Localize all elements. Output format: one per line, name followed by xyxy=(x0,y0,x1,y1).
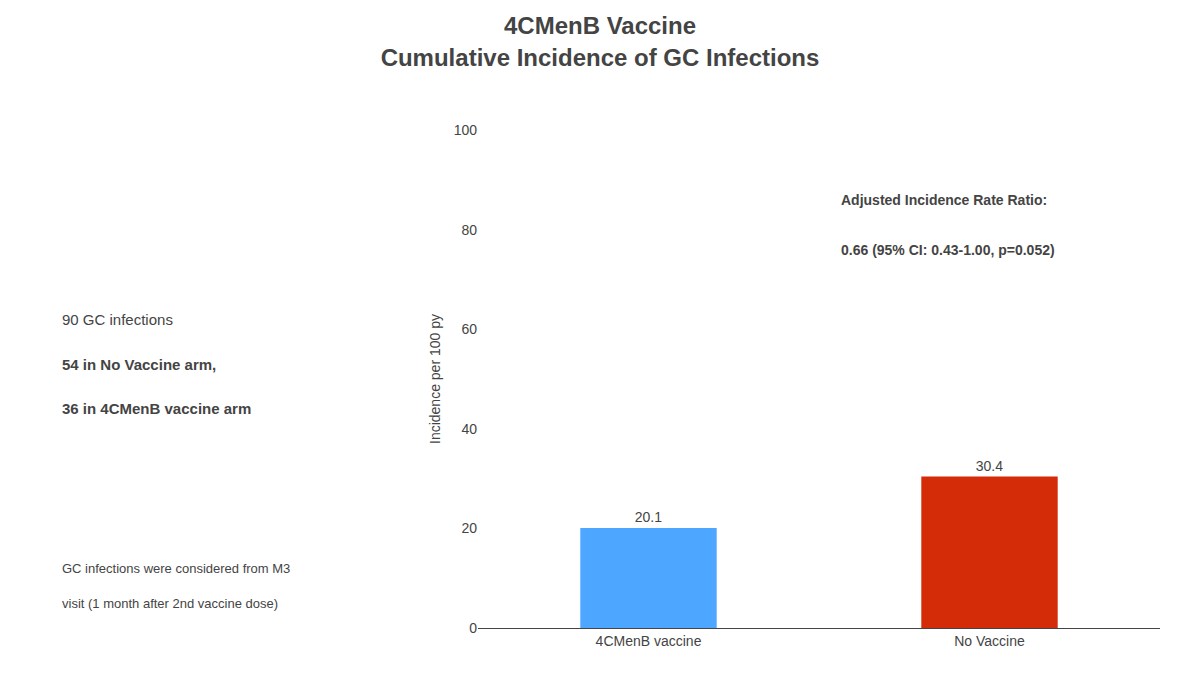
svg-text:No Vaccine: No Vaccine xyxy=(954,633,1025,649)
svg-text:0: 0 xyxy=(469,620,477,636)
svg-text:Incidence per 100 py: Incidence per 100 py xyxy=(427,314,443,444)
svg-text:0.66 (95% CI: 0.43-1.00, p=0.0: 0.66 (95% CI: 0.43-1.00, p=0.052) xyxy=(841,242,1055,258)
svg-text:20.1: 20.1 xyxy=(635,509,662,525)
svg-text:80: 80 xyxy=(461,222,477,238)
svg-text:100: 100 xyxy=(454,122,478,138)
svg-text:60: 60 xyxy=(461,321,477,337)
svg-text:GC infections were considered: GC infections were considered from M3 xyxy=(62,561,290,576)
svg-text:4CMenB vaccine: 4CMenB vaccine xyxy=(596,633,702,649)
svg-text:20: 20 xyxy=(461,520,477,536)
svg-text:90 GC infections: 90 GC infections xyxy=(62,311,173,328)
svg-text:Adjusted Incidence Rate Ratio:: Adjusted Incidence Rate Ratio: xyxy=(841,192,1047,208)
svg-text:40: 40 xyxy=(461,421,477,437)
svg-text:36 in 4CMenB vaccine arm: 36 in 4CMenB vaccine arm xyxy=(62,400,251,417)
svg-text:30.4: 30.4 xyxy=(976,458,1003,474)
svg-text:4CMenB VaccineCumulative Incid: 4CMenB VaccineCumulative Incidence of GC… xyxy=(381,12,820,70)
svg-text:visit (1 month after 2nd vacci: visit (1 month after 2nd vaccine dose) xyxy=(62,596,278,611)
svg-text:54 in No Vaccine arm,: 54 in No Vaccine arm, xyxy=(62,356,216,373)
